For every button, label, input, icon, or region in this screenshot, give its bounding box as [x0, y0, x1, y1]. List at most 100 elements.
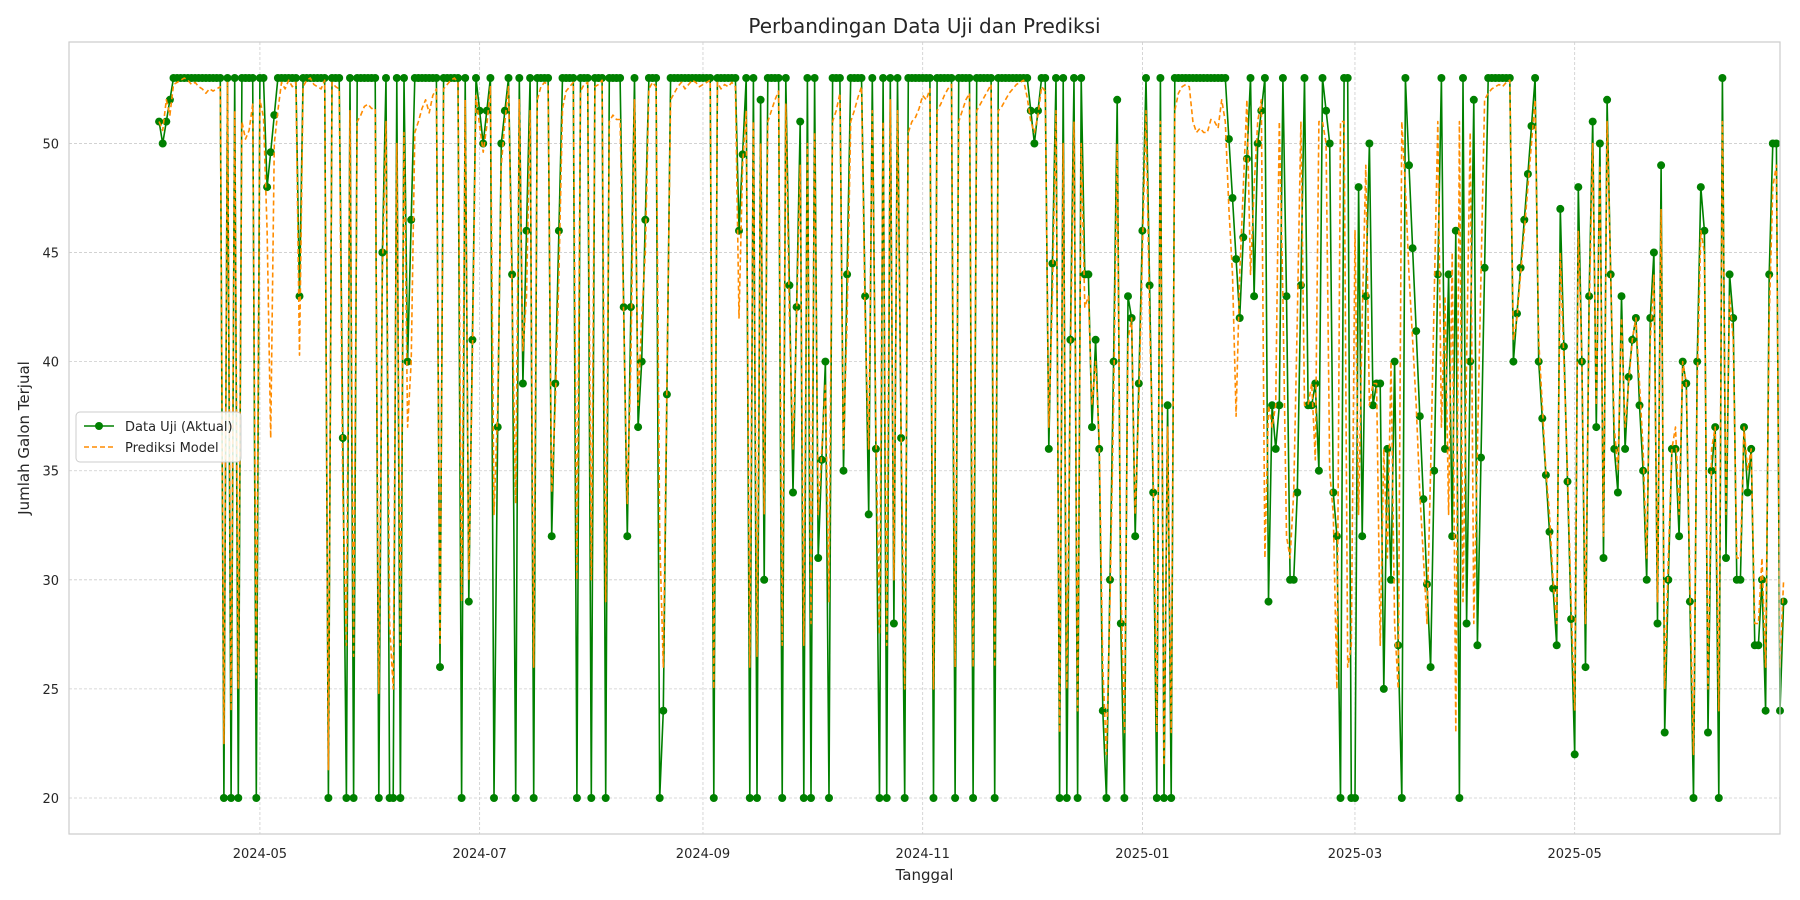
- data-point-actual: [472, 74, 480, 82]
- data-point-actual: [248, 74, 257, 82]
- x-tick-label: 2025-05: [1548, 847, 1602, 862]
- data-point-actual: [342, 794, 351, 802]
- data-point-actual: [1430, 466, 1439, 475]
- data-point-actual: [1073, 794, 1082, 802]
- data-point-actual: [1689, 794, 1698, 802]
- data-point-actual: [515, 74, 524, 82]
- data-point-actual: [1693, 357, 1702, 366]
- data-point-actual: [475, 106, 484, 115]
- data-point-actual: [371, 74, 380, 82]
- legend-marker-actual: [95, 422, 103, 430]
- data-point-actual: [900, 794, 909, 802]
- data-point-actual: [1505, 74, 1514, 82]
- y-tick-label: 25: [42, 683, 59, 698]
- data-point-actual: [1131, 532, 1140, 541]
- data-point-actual: [634, 423, 643, 432]
- data-point-actual: [1574, 183, 1583, 192]
- series-layer: [155, 74, 1788, 802]
- data-point-actual: [1477, 453, 1485, 462]
- data-point-actual: [295, 292, 304, 301]
- data-point-actual: [1322, 106, 1331, 115]
- data-point-actual: [518, 379, 527, 388]
- data-point-actual: [825, 794, 833, 802]
- data-point-actual: [792, 303, 801, 312]
- data-point-actual: [468, 335, 477, 344]
- data-point-actual: [1167, 794, 1176, 802]
- data-point-actual: [227, 794, 236, 802]
- data-point-actual: [1599, 554, 1608, 562]
- data-point-actual: [1358, 532, 1367, 541]
- x-tick-label: 2024-07: [452, 847, 506, 862]
- data-point-actual: [1649, 248, 1658, 257]
- data-point-actual: [374, 794, 383, 802]
- data-point-actual: [1221, 74, 1230, 82]
- data-point-actual: [1513, 309, 1521, 318]
- data-point-actual: [749, 74, 758, 82]
- data-point-actual: [1549, 584, 1558, 593]
- data-point-actual: [1581, 663, 1590, 672]
- x-tick-label: 2024-09: [676, 847, 730, 862]
- data-point-actual: [1520, 215, 1529, 224]
- y-tick-label: 45: [42, 247, 59, 262]
- data-point-actual: [1408, 244, 1417, 253]
- data-point-actual: [479, 139, 488, 148]
- data-point-actual: [324, 794, 333, 802]
- y-tick-label: 40: [42, 356, 59, 371]
- data-point-actual: [756, 95, 765, 104]
- data-point-actual: [1271, 444, 1280, 453]
- chart-title: Perbandingan Data Uji dan Prediksi: [748, 14, 1100, 38]
- data-point-actual: [1754, 641, 1763, 650]
- data-point-actual: [1570, 750, 1579, 759]
- data-point-actual: [1318, 74, 1327, 82]
- data-point-actual: [1260, 74, 1269, 82]
- data-point-actual: [263, 183, 272, 192]
- data-point-actual: [1156, 74, 1165, 82]
- series-line-prediction: [158, 77, 1785, 771]
- data-point-actual: [400, 74, 408, 82]
- data-point-actual: [785, 281, 794, 290]
- data-point-actual: [630, 74, 639, 82]
- data-point-actual: [893, 74, 902, 82]
- data-point-actual: [1696, 183, 1705, 192]
- data-point-actual: [1289, 575, 1298, 584]
- data-point-actual: [457, 794, 466, 802]
- x-tick-label: 2024-05: [233, 847, 287, 862]
- data-point-actual: [1354, 183, 1363, 192]
- data-point-actual: [1588, 117, 1597, 126]
- data-point-actual: [1041, 74, 1050, 82]
- data-point-actual: [803, 74, 812, 82]
- data-point-actual: [1707, 466, 1716, 475]
- data-point-actual: [1055, 794, 1064, 802]
- data-point-actual: [1314, 466, 1323, 475]
- data-point-actual: [951, 794, 960, 802]
- data-point-actual: [1329, 488, 1338, 497]
- data-point-actual: [929, 794, 938, 802]
- data-point-actual: [1617, 292, 1626, 301]
- x-tick-label: 2024-11: [896, 847, 950, 862]
- data-point-actual: [1116, 619, 1125, 628]
- data-point-actual: [1332, 532, 1341, 541]
- data-point-actual: [1149, 488, 1158, 497]
- data-point-actual: [392, 74, 401, 82]
- data-point-actual: [1113, 95, 1122, 104]
- data-point-actual: [1451, 226, 1460, 235]
- data-point-actual: [745, 794, 754, 802]
- data-point-actual: [1235, 314, 1244, 322]
- data-point-actual: [799, 794, 808, 802]
- legend: Data Uji (Aktual) Prediksi Model: [75, 411, 242, 463]
- data-point-actual: [1527, 122, 1536, 130]
- data-point-actual: [789, 488, 797, 497]
- data-point-actual: [1397, 794, 1406, 802]
- data-point-actual: [1369, 401, 1377, 410]
- data-point-actual: [1722, 554, 1730, 562]
- data-point-actual: [396, 794, 405, 802]
- data-point-actual: [616, 74, 625, 82]
- data-point-actual: [1246, 74, 1255, 82]
- data-point-actual: [1718, 74, 1727, 82]
- data-point-actual: [1729, 314, 1738, 322]
- data-point-actual: [346, 74, 354, 82]
- data-point-actual: [1232, 255, 1241, 264]
- data-point-actual: [569, 74, 578, 82]
